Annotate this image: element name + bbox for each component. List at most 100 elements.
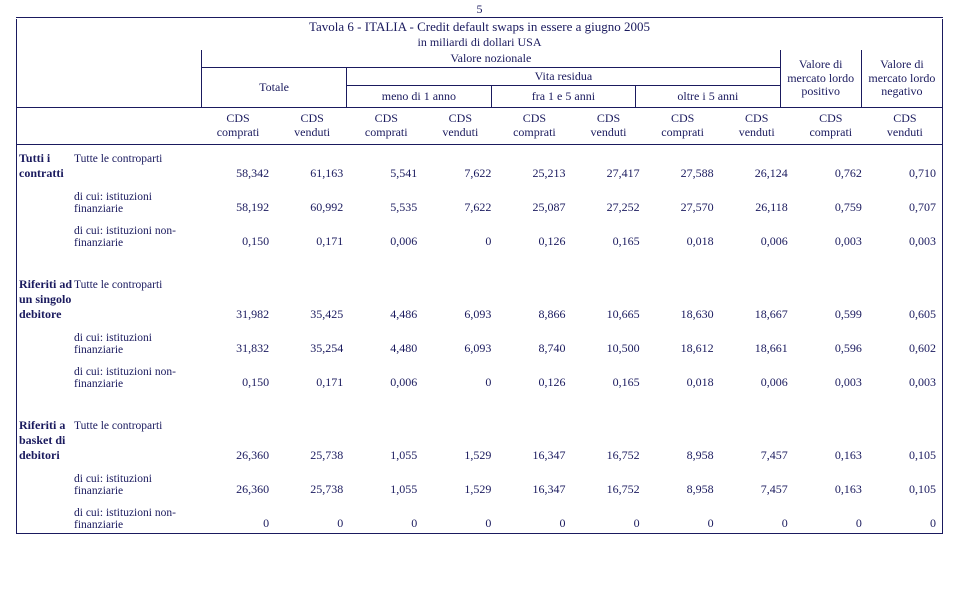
- row-values: 0,1500,1710,00600,1260,1650,0180,0060,00…: [201, 234, 942, 249]
- cds-col-2c: CDScomprati: [349, 112, 423, 140]
- row-values: 58,34261,1635,5417,62225,21327,41727,588…: [201, 166, 942, 181]
- row-sublabel: di cui: istituzioni finanziarie: [74, 473, 201, 497]
- cds-col-5v: CDSvenduti: [868, 112, 942, 140]
- cell-value: 0,003: [868, 234, 942, 249]
- row-label-cell: di cui: istituzioni non-finanziarie: [17, 366, 201, 390]
- cell-value: 18,667: [720, 307, 794, 322]
- row-sublabel: di cui: istituzioni non-finanziarie: [74, 507, 201, 531]
- row-label-cell: Riferiti a basket di debitoriTutte le co…: [17, 420, 201, 463]
- cell-value: 31,832: [201, 341, 275, 356]
- hdr-meno-1: meno di 1 anno: [347, 86, 491, 107]
- group-label: [17, 473, 74, 497]
- page-number: 5: [0, 0, 959, 17]
- row-label-cell: di cui: istituzioni non-finanziarie: [17, 507, 201, 531]
- row-sublabel: di cui: istituzioni non-finanziarie: [74, 225, 201, 249]
- cell-value: 7,622: [423, 166, 497, 181]
- cell-value: 7,457: [720, 448, 794, 463]
- cell-value: 0,006: [720, 234, 794, 249]
- cds-col-5c: CDScomprati: [794, 112, 868, 140]
- cell-value: 0: [794, 516, 868, 531]
- cell-value: 0,599: [794, 307, 868, 322]
- table-row: Tutti i contrattiTutte le controparti58,…: [17, 153, 942, 181]
- cell-value: 0,602: [868, 341, 942, 356]
- cds-col-4c: CDScomprati: [646, 112, 720, 140]
- row-values: 0000000000: [201, 516, 942, 531]
- cell-value: 16,752: [571, 448, 645, 463]
- cell-value: 0,126: [497, 234, 571, 249]
- row-sublabel: Tutte le controparti: [74, 279, 201, 322]
- cell-value: 0: [423, 234, 497, 249]
- table-row: di cui: istituzioni finanziarie26,36025,…: [17, 463, 942, 497]
- cell-value: 0,105: [868, 448, 942, 463]
- table-subtitle: in miliardi di dollari USA: [17, 35, 942, 50]
- cell-value: 10,665: [571, 307, 645, 322]
- hdr-valore-nozionale: Valore nozionale: [202, 50, 780, 68]
- cell-value: 35,254: [275, 341, 349, 356]
- cell-value: 0,018: [646, 234, 720, 249]
- cell-value: 0,165: [571, 375, 645, 390]
- table-row: di cui: istituzioni finanziarie58,19260,…: [17, 181, 942, 215]
- group-section: Riferiti ad un singolo debitoreTutte le …: [17, 251, 942, 392]
- cell-value: 10,500: [571, 341, 645, 356]
- row-label-cell: di cui: istituzioni non-finanziarie: [17, 225, 201, 249]
- cell-value: 4,486: [349, 307, 423, 322]
- cell-value: 0,150: [201, 375, 275, 390]
- cell-value: 26,118: [720, 200, 794, 215]
- row-label-cell: di cui: istituzioni finanziarie: [17, 191, 201, 215]
- cell-value: 0: [423, 375, 497, 390]
- group-section: Riferiti a basket di debitoriTutte le co…: [17, 392, 942, 533]
- cds-col-2v: CDSvenduti: [423, 112, 497, 140]
- cell-value: 26,360: [201, 482, 275, 497]
- cell-value: 1,529: [423, 482, 497, 497]
- cell-value: 0: [201, 516, 275, 531]
- table-row: Riferiti ad un singolo debitoreTutte le …: [17, 279, 942, 322]
- cell-value: 1,529: [423, 448, 497, 463]
- hdr-totale: Totale: [202, 68, 347, 107]
- cell-value: 31,982: [201, 307, 275, 322]
- cell-value: 0,596: [794, 341, 868, 356]
- cell-value: 8,740: [497, 341, 571, 356]
- row-values: 26,36025,7381,0551,52916,34716,7528,9587…: [201, 448, 942, 463]
- cds-col-3c: CDScomprati: [497, 112, 571, 140]
- row-values: 26,36025,7381,0551,52916,34716,7528,9587…: [201, 482, 942, 497]
- row-sublabel: Tutte le controparti: [74, 420, 201, 463]
- cell-value: 16,347: [497, 448, 571, 463]
- group-label: [17, 332, 74, 356]
- cell-value: 0,759: [794, 200, 868, 215]
- cell-value: 0: [571, 516, 645, 531]
- row-values: 31,83235,2544,4806,0938,74010,50018,6121…: [201, 341, 942, 356]
- cell-value: 6,093: [423, 307, 497, 322]
- row-values: 0,1500,1710,00600,1260,1650,0180,0060,00…: [201, 375, 942, 390]
- row-sublabel: di cui: istituzioni non-finanziarie: [74, 366, 201, 390]
- cell-value: 16,347: [497, 482, 571, 497]
- group-label: Riferiti a basket di debitori: [17, 418, 74, 463]
- table-container: Tavola 6 - ITALIA - Credit default swaps…: [16, 19, 943, 534]
- cell-value: 0: [497, 516, 571, 531]
- row-label-cell: di cui: istituzioni finanziarie: [17, 332, 201, 356]
- header-block: Valore nozionale Totale Vita residua men…: [17, 50, 942, 108]
- cell-value: 8,958: [646, 448, 720, 463]
- cell-value: 0,018: [646, 375, 720, 390]
- cell-value: 25,738: [275, 448, 349, 463]
- group-label: [17, 225, 74, 249]
- cell-value: 16,752: [571, 482, 645, 497]
- cell-value: 5,535: [349, 200, 423, 215]
- row-label-cell: Tutti i contrattiTutte le controparti: [17, 153, 201, 181]
- hdr-pos: Valore di mercato lordo positivo: [780, 50, 861, 107]
- cell-value: 27,417: [571, 166, 645, 181]
- group-label: Riferiti ad un singolo debitore: [17, 277, 74, 322]
- cell-value: 1,055: [349, 448, 423, 463]
- cell-value: 25,738: [275, 482, 349, 497]
- cell-value: 60,992: [275, 200, 349, 215]
- cell-value: 0: [646, 516, 720, 531]
- cell-value: 0: [423, 516, 497, 531]
- cds-col-1c: CDScomprati: [201, 112, 275, 140]
- table-title: Tavola 6 - ITALIA - Credit default swaps…: [17, 19, 942, 35]
- row-sublabel: Tutte le controparti: [74, 153, 201, 181]
- cell-value: 26,124: [720, 166, 794, 181]
- title-block: Tavola 6 - ITALIA - Credit default swaps…: [17, 19, 942, 50]
- cell-value: 27,588: [646, 166, 720, 181]
- cell-value: 0: [275, 516, 349, 531]
- cds-header-row: CDScomprati CDSvenduti CDScomprati CDSve…: [17, 108, 942, 145]
- cell-value: 0,003: [868, 375, 942, 390]
